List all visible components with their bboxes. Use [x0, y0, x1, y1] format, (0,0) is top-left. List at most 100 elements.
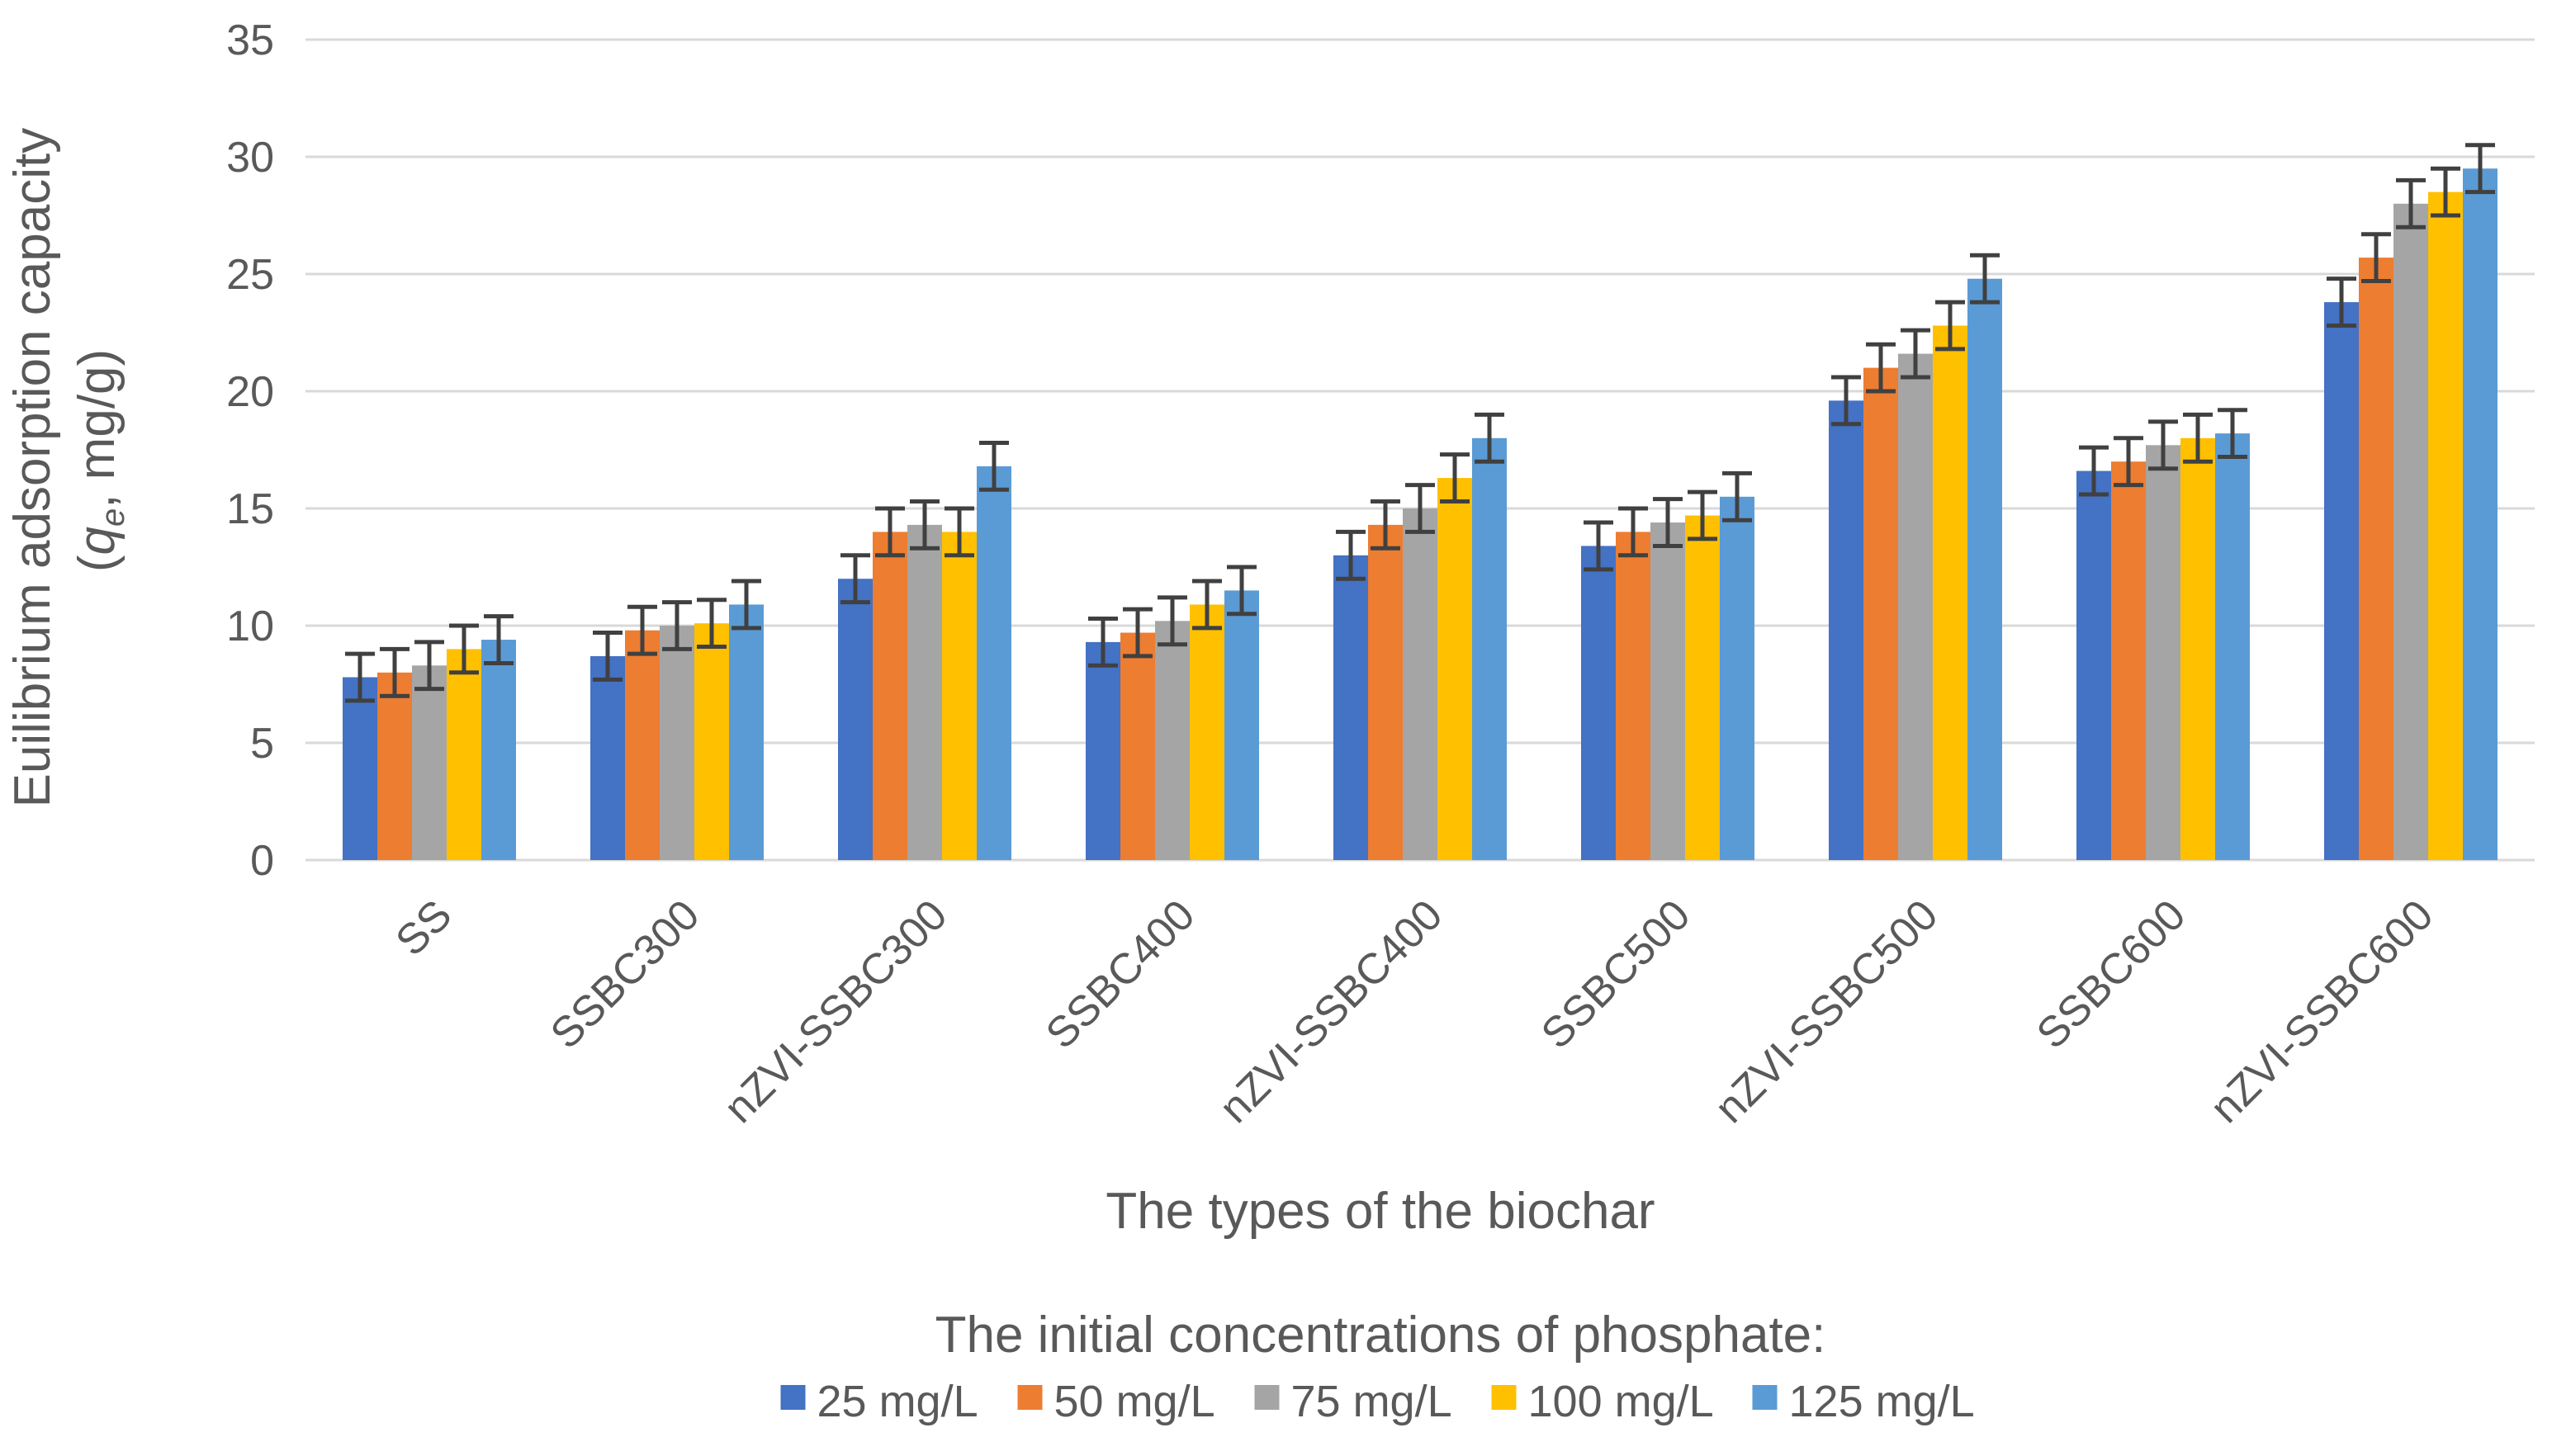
error-bar-nZVI-SSBC600-125mgL [2465, 143, 2495, 195]
legend-title: The initial concentrations of phosphate: [935, 1307, 1826, 1364]
bar-SSBC500-125mgL [1720, 496, 1754, 860]
bar-SSBC400-100mgL [1190, 604, 1224, 860]
error-bar-SSBC500-25mgL [1584, 520, 1613, 572]
error-bar-nZVI-SSBC500-75mgL [1901, 328, 1930, 380]
x-category-label-SSBC300: SSBC300 [542, 891, 708, 1057]
error-bar-SS-75mgL [414, 640, 444, 692]
bar-SSBC300-125mgL [729, 604, 764, 860]
bar-nZVI-SSBC400-25mgL [1333, 555, 1368, 860]
error-bar-SSBC500-125mgL [1722, 470, 1752, 522]
y-tick-label-15: 15 [226, 485, 274, 533]
error-bar-nZVI-SSBC400-25mgL [1336, 529, 1366, 581]
bar-nZVI-SSBC400-75mgL [1403, 508, 1437, 860]
bar-SSBC600-25mgL [2076, 470, 2111, 860]
error-bar-nZVI-SSBC600-50mgL [2361, 232, 2391, 284]
error-bar-SSBC500-100mgL [1688, 489, 1717, 541]
error-bar-nZVI-SSBC300-125mgL [979, 440, 1009, 492]
bar-SSBC500-25mgL [1581, 546, 1616, 860]
legend-swatch-100mgL [1491, 1385, 1517, 1410]
error-bar-SS-100mgL [449, 623, 479, 675]
error-bar-SSBC300-75mgL [662, 600, 692, 651]
bar-nZVI-SSBC600-50mgL [2359, 258, 2393, 860]
bar-SSBC600-100mgL [2180, 437, 2215, 860]
legend-label-75mgL: 75 mg/L [1291, 1377, 1452, 1426]
bar-SSBC400-50mgL [1120, 632, 1155, 860]
error-bar-nZVI-SSBC400-100mgL [1440, 452, 1470, 503]
bar-nZVI-SSBC300-50mgL [873, 532, 907, 860]
bar-nZVI-SSBC600-75mgL [2393, 203, 2428, 861]
x-axis-title: The types of the biochar [1106, 1183, 1655, 1240]
error-bar-SSBC300-100mgL [697, 598, 727, 650]
bar-nZVI-SSBC500-100mgL [1933, 325, 1967, 861]
bar-nZVI-SSBC500-25mgL [1829, 400, 1863, 860]
error-bar-SSBC400-25mgL [1088, 616, 1118, 668]
error-bar-SSBC600-125mgL [2218, 408, 2247, 460]
error-bar-nZVI-SSBC300-25mgL [840, 553, 870, 605]
y-tick-label-20: 20 [226, 368, 274, 416]
legend-label-25mgL: 25 mg/L [817, 1377, 978, 1426]
error-bar-SS-25mgL [345, 651, 375, 703]
legend-item-25mgL: 25 mg/L [780, 1377, 978, 1426]
error-bar-nZVI-SSBC500-100mgL [1935, 300, 1965, 352]
bar-SSBC500-100mgL [1685, 515, 1720, 860]
bar-SS-50mgL [377, 672, 412, 860]
bar-nZVI-SSBC300-75mgL [907, 524, 942, 860]
legend: 25 mg/L 50 mg/L 75 mg/L 100 mg/L 125 mg/L [780, 1377, 1975, 1426]
bar-SSBC300-75mgL [660, 626, 694, 860]
bar-nZVI-SSBC500-75mgL [1898, 353, 1933, 860]
bar-nZVI-SSBC300-100mgL [942, 532, 977, 860]
y-axis-title-subscript: e [95, 508, 131, 527]
error-bar-SSBC300-125mgL [732, 579, 761, 631]
x-category-labels: SS SSBC300 nZVI-SSBC300 SSBC400 nZVI-SSBC400… [386, 891, 2442, 1132]
error-bar-SS-50mgL [380, 646, 410, 698]
x-category-label-nZVI-SSBC300: nZVI-SSBC300 [715, 891, 956, 1132]
bar-SS-125mgL [481, 640, 516, 860]
bar-nZVI-SSBC400-50mgL [1368, 524, 1403, 860]
y-tick-label-25: 25 [226, 251, 274, 299]
legend-item-75mgL: 75 mg/L [1254, 1377, 1452, 1426]
bar-SSBC500-75mgL [1650, 522, 1685, 860]
bar-SSBC300-25mgL [590, 655, 625, 860]
legend-swatch-50mgL [1017, 1385, 1043, 1410]
error-bar-SSBC600-100mgL [2183, 412, 2213, 464]
bar-SSBC400-25mgL [1086, 641, 1120, 860]
bar-nZVI-SSBC500-50mgL [1863, 367, 1898, 861]
bar-SSBC500-50mgL [1616, 532, 1650, 860]
error-bar-nZVI-SSBC600-75mgL [2396, 177, 2426, 229]
legend-label-125mgL: 125 mg/L [1789, 1377, 1975, 1426]
legend-item-100mgL: 100 mg/L [1491, 1377, 1714, 1426]
bar-SSBC600-50mgL [2111, 461, 2146, 860]
bar-nZVI-SSBC400-100mgL [1437, 478, 1472, 860]
error-bar-nZVI-SSBC600-25mgL [2327, 277, 2356, 328]
bar-SSBC300-50mgL [625, 630, 660, 860]
error-bar-nZVI-SSBC400-125mgL [1475, 412, 1504, 464]
x-category-label-nZVI-SSBC600: nZVI-SSBC600 [2201, 891, 2442, 1132]
error-bar-SSBC500-50mgL [1618, 506, 1648, 558]
error-bar-SSBC300-50mgL [627, 604, 657, 656]
x-category-label-SS: SS [386, 891, 461, 965]
legend-swatch-75mgL [1254, 1385, 1280, 1410]
y-axis-title: Euilibrium adsorption capacity (qe, mg/g… [4, 114, 131, 808]
y-tick-label-0: 0 [250, 837, 274, 885]
error-bar-SSBC400-100mgL [1192, 579, 1222, 631]
legend-item-125mgL: 125 mg/L [1752, 1377, 1975, 1426]
error-bar-nZVI-SSBC600-100mgL [2431, 166, 2460, 218]
error-bar-nZVI-SSBC300-75mgL [910, 499, 940, 551]
y-tick-label-10: 10 [226, 603, 274, 650]
x-category-label-SSBC600: SSBC600 [2028, 891, 2195, 1057]
x-category-label-SSBC500: SSBC500 [1532, 891, 1699, 1057]
bar-SSBC400-125mgL [1224, 590, 1259, 860]
error-bar-SSBC500-75mgL [1653, 497, 1683, 548]
error-bar-nZVI-SSBC300-50mgL [875, 506, 905, 558]
legend-label-50mgL: 50 mg/L [1054, 1377, 1215, 1426]
error-bar-SSBC400-50mgL [1123, 607, 1153, 659]
x-category-label-SSBC400: SSBC400 [1037, 891, 1204, 1057]
x-category-label-nZVI-SSBC400: nZVI-SSBC400 [1210, 891, 1451, 1132]
legend-swatch-25mgL [780, 1385, 806, 1410]
y-tick-label-30: 30 [226, 134, 274, 182]
error-bar-SSBC600-50mgL [2114, 436, 2143, 488]
bar-nZVI-SSBC600-100mgL [2428, 191, 2463, 861]
y-axis-title-line1: Euilibrium adsorption capacity [4, 128, 61, 808]
